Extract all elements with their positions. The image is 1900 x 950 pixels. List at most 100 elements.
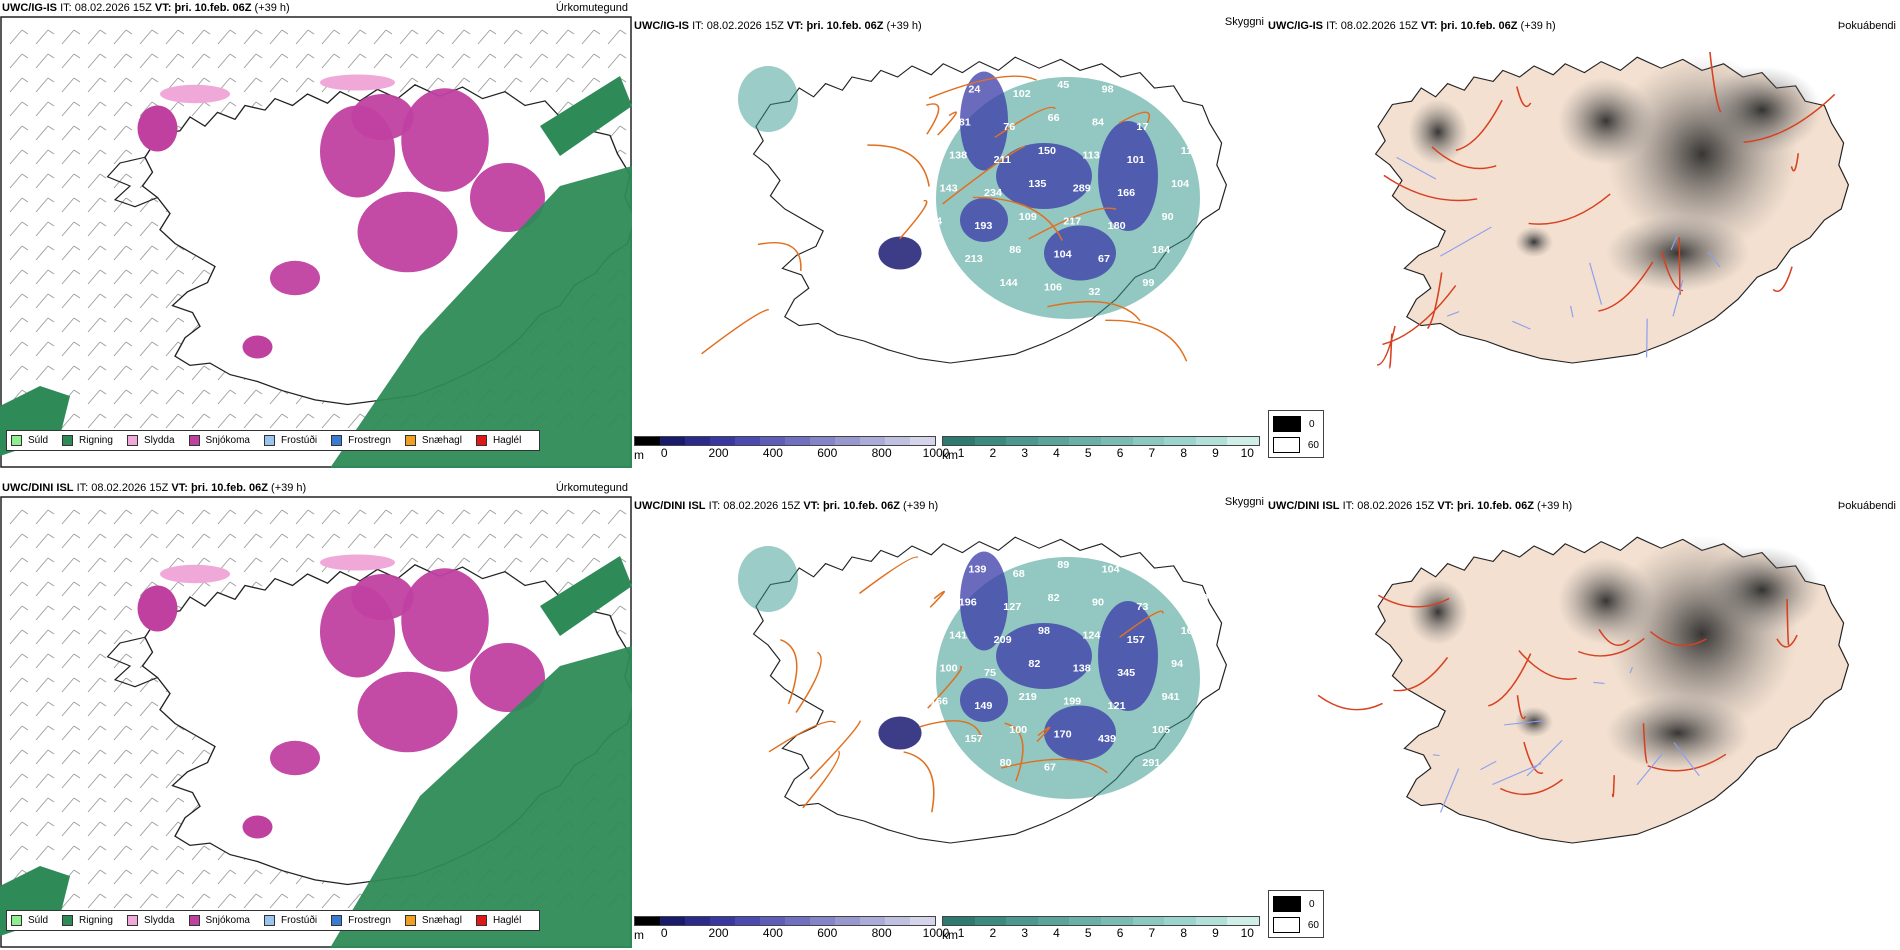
vt-value: þri. 10.feb. 06Z <box>190 482 268 494</box>
vt-value: þri. 10.feb. 06Z <box>1440 20 1518 32</box>
visibility-value-label: 213 <box>965 254 983 265</box>
visibility-value-label: 289 <box>1073 184 1091 195</box>
visibility-value-label: 81 <box>959 118 971 129</box>
visibility-value-label: 75 <box>984 668 996 679</box>
legend-item: Snjókoma <box>188 915 250 926</box>
visibility-value-label: 86 <box>1009 245 1021 256</box>
legend-swatch <box>331 435 343 446</box>
panel-name: Úrkomutegund <box>555 2 628 14</box>
panel-title: UWC/DINI ISL IT: 08.02.2026 15Z VT: þri.… <box>634 500 938 512</box>
fog-scale: 0 60 <box>1268 410 1324 458</box>
legend-item: Haglél <box>475 915 522 926</box>
it-label: IT: <box>1326 20 1338 32</box>
visibility-value-label: 104 <box>1171 179 1189 190</box>
visibility-value-label: 80 <box>1000 758 1012 769</box>
fog-panel: UWC/IG-IS IT: 08.02.2026 15Z VT: þri. 10… <box>1266 0 1900 470</box>
tick-label: 800 <box>871 926 892 940</box>
vt-value: þri. 10.feb. 06Z <box>822 500 900 512</box>
legend-swatch <box>62 915 74 926</box>
vt-label: VT: <box>171 482 188 494</box>
visibility-value-label: 143 <box>940 184 958 195</box>
unit-label: m <box>634 928 644 942</box>
legend-label: Slydda <box>143 915 175 926</box>
visibility-value-label: 89 <box>1057 560 1069 571</box>
visibility-value-label: 104 <box>1102 565 1120 576</box>
tick-label: 0 <box>1309 898 1315 910</box>
visibility-value-label: 106 <box>1044 283 1062 294</box>
visibility-value-label: 122 <box>1146 569 1164 580</box>
it-value: 08.02.2026 15Z <box>91 482 169 494</box>
tick-label: 600 <box>817 446 838 460</box>
visibility-value-label: 180 <box>1108 221 1126 232</box>
visibility-value-label: 121 <box>1108 701 1126 712</box>
legend-swatch <box>126 435 138 446</box>
tick-label: 60 <box>1307 439 1319 451</box>
legend-item: Rigning <box>62 915 113 926</box>
visibility-value-label: 109 <box>1019 212 1037 223</box>
it-value: 08.02.2026 15Z <box>74 2 152 14</box>
tick-label: 3 <box>1021 446 1029 460</box>
it-value: 08.02.2026 15Z <box>723 500 801 512</box>
visibility-value-label: 138 <box>1073 664 1091 675</box>
visibility-value-label: 82 <box>1028 659 1040 670</box>
precip-legend: Súld Rigning Slydda Snjókoma Frostúði Frostre… <box>6 910 541 931</box>
visibility-value-label: 100 <box>940 664 958 675</box>
lead-time: (+39 h) <box>254 2 290 14</box>
visibility-value-label: 67 <box>1044 763 1056 774</box>
fog-map <box>1317 535 1850 844</box>
legend-swatch <box>11 435 22 446</box>
visibility-value-label: 45 <box>1057 80 1069 91</box>
lead-time: (+39 h) <box>1537 500 1573 512</box>
vt-value: þri. 10.feb. 06Z <box>174 2 252 14</box>
vt-label: VT: <box>786 20 804 32</box>
tick-label: 1000 <box>922 926 950 940</box>
visibility-value-label: 190 <box>1190 593 1208 604</box>
legend-label: Rigning <box>79 435 113 446</box>
visibility-value-label: 209 <box>1196 250 1214 261</box>
visibility-value-label: 87 <box>924 560 936 571</box>
panel-name: Þokuábendi <box>1837 500 1896 512</box>
legend-label: Haglél <box>492 435 522 446</box>
visibility-value-label: 150 <box>1038 146 1056 157</box>
visibility-value-label: 100 <box>1009 725 1027 736</box>
visibility-value-label: 105 <box>1152 725 1170 736</box>
model-name: UWC/DINI ISL <box>1268 500 1340 512</box>
unit-label: km <box>942 448 958 462</box>
visibility-value-label: 24 <box>968 85 980 96</box>
it-value: 08.02.2026 15Z <box>1357 500 1435 512</box>
panel-title: UWC/IG-IS IT: 08.02.2026 15Z VT: þri. 10… <box>1268 20 1556 32</box>
visibility-value-label: 234 <box>984 188 1002 199</box>
tick-label: 1 <box>957 926 965 940</box>
visibility-value-label: 941 <box>1162 692 1180 703</box>
visibility-value-label: 439 <box>1098 734 1116 745</box>
visibility-value-label: 211 <box>994 155 1012 166</box>
visibility-value-label: 99 <box>1142 278 1154 289</box>
visibility-value-label: 25 <box>955 287 967 298</box>
visibility-value-label: 84 <box>1092 118 1104 129</box>
panel-name: Úrkomutegund <box>555 482 628 494</box>
visibility-value-label: 114 <box>1187 763 1205 774</box>
model-name: UWC/IG-IS <box>634 20 689 32</box>
tick-label: 0 <box>660 446 668 460</box>
panel-name: Skyggni <box>1224 496 1264 508</box>
legend-item: Súld <box>11 915 48 926</box>
legend-label: Haglél <box>492 915 522 926</box>
visibility-value-label: 66 <box>1048 113 1060 124</box>
legend-label: Slydda <box>143 435 175 446</box>
lead-time: (+39 h) <box>886 20 922 32</box>
legend-item: Frostregn <box>331 435 391 446</box>
precip-legend: Súld Rigning Slydda Snjókoma Frostúði Frostre… <box>6 430 541 451</box>
legend-item: Snæhagl <box>404 435 462 446</box>
visibility-value-label: 164 <box>1181 626 1199 637</box>
visibility-value-label: 90 <box>1162 212 1174 223</box>
precip-type-map <box>0 16 632 468</box>
visibility-panel: UWC/DINI ISL IT: 08.02.2026 15Z VT: þri.… <box>634 480 1324 950</box>
legend-item: Frostregn <box>331 915 391 926</box>
visibility-value-label: 139 <box>968 565 986 576</box>
visibility-map: 176 24 102 45 98 120 87 81 76 66 84 17 114 138 211 150 1… <box>701 56 1228 364</box>
visibility-value-label: 114 <box>1181 146 1199 157</box>
lead-time: (+39 h) <box>1520 20 1556 32</box>
tick-label: 200 <box>708 446 729 460</box>
visibility-value-label: 141 <box>949 631 967 642</box>
tick-label: 8 <box>1180 926 1188 940</box>
